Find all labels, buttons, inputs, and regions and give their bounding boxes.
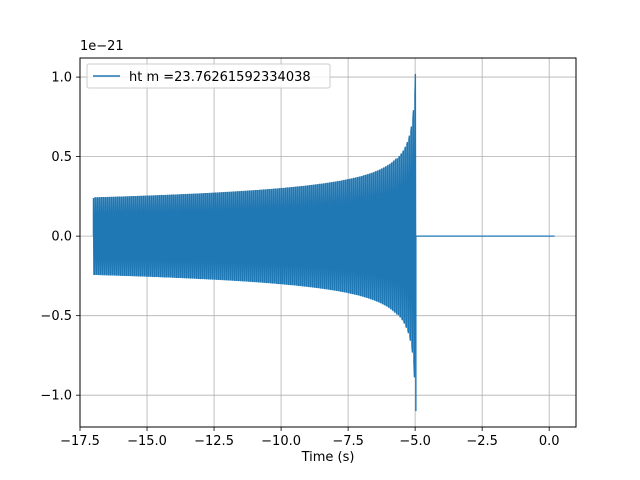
x-tick-label: −2.5 <box>466 434 498 449</box>
legend-entry: ht m =23.76261592334038 <box>129 70 311 85</box>
y-tick-label: −1.0 <box>40 389 72 404</box>
y-tick-label: −0.5 <box>40 309 72 324</box>
x-tick-label: −12.5 <box>194 434 234 449</box>
x-tick-label: −7.5 <box>332 434 364 449</box>
x-axis-label: Time (s) <box>301 450 355 465</box>
x-tick-label: 0.0 <box>539 434 560 449</box>
y-tick-label: 1.0 <box>51 71 72 86</box>
y-tick-label: 0.0 <box>51 230 72 245</box>
y-scale-label: 1e−21 <box>80 39 124 54</box>
x-tick-label: −17.5 <box>60 434 100 449</box>
x-tick-label: −5.0 <box>399 434 431 449</box>
x-tick-label: −10.0 <box>261 434 301 449</box>
y-axis: −1.0 −0.5 0.0 0.5 1.0 <box>40 71 80 404</box>
axes-frame <box>79 57 577 428</box>
plot-area <box>92 73 555 412</box>
series-line <box>92 73 555 412</box>
x-axis: −17.5 −15.0 −12.5 −10.0 −7.5 −5.0 −2.5 0.0 <box>60 427 560 449</box>
x-tick-label: −15.0 <box>127 434 167 449</box>
legend: ht m =23.76261592334038 <box>86 63 331 89</box>
legend-box <box>86 63 331 89</box>
y-tick-label: 0.5 <box>51 150 72 165</box>
